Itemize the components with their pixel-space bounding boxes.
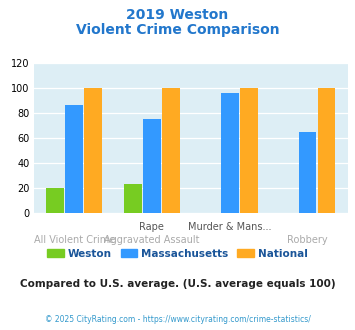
- Text: Rape: Rape: [140, 222, 164, 232]
- Text: Murder & Mans...: Murder & Mans...: [188, 222, 272, 232]
- Bar: [46, 188, 64, 213]
- Bar: [124, 184, 142, 213]
- Bar: [221, 93, 239, 213]
- Text: Violent Crime Comparison: Violent Crime Comparison: [76, 23, 279, 37]
- Text: All Violent Crime: All Violent Crime: [33, 235, 115, 246]
- Text: 2019 Weston: 2019 Weston: [126, 8, 229, 22]
- Bar: [240, 88, 258, 213]
- Bar: [65, 105, 83, 213]
- Bar: [143, 119, 161, 213]
- Bar: [299, 132, 316, 213]
- Bar: [84, 88, 102, 213]
- Bar: [162, 88, 180, 213]
- Text: © 2025 CityRating.com - https://www.cityrating.com/crime-statistics/: © 2025 CityRating.com - https://www.city…: [45, 315, 310, 324]
- Legend: Weston, Massachusetts, National: Weston, Massachusetts, National: [43, 245, 312, 263]
- Text: Aggravated Assault: Aggravated Assault: [104, 235, 200, 246]
- Text: Compared to U.S. average. (U.S. average equals 100): Compared to U.S. average. (U.S. average …: [20, 279, 335, 289]
- Text: Robbery: Robbery: [287, 235, 328, 246]
- Bar: [318, 88, 335, 213]
